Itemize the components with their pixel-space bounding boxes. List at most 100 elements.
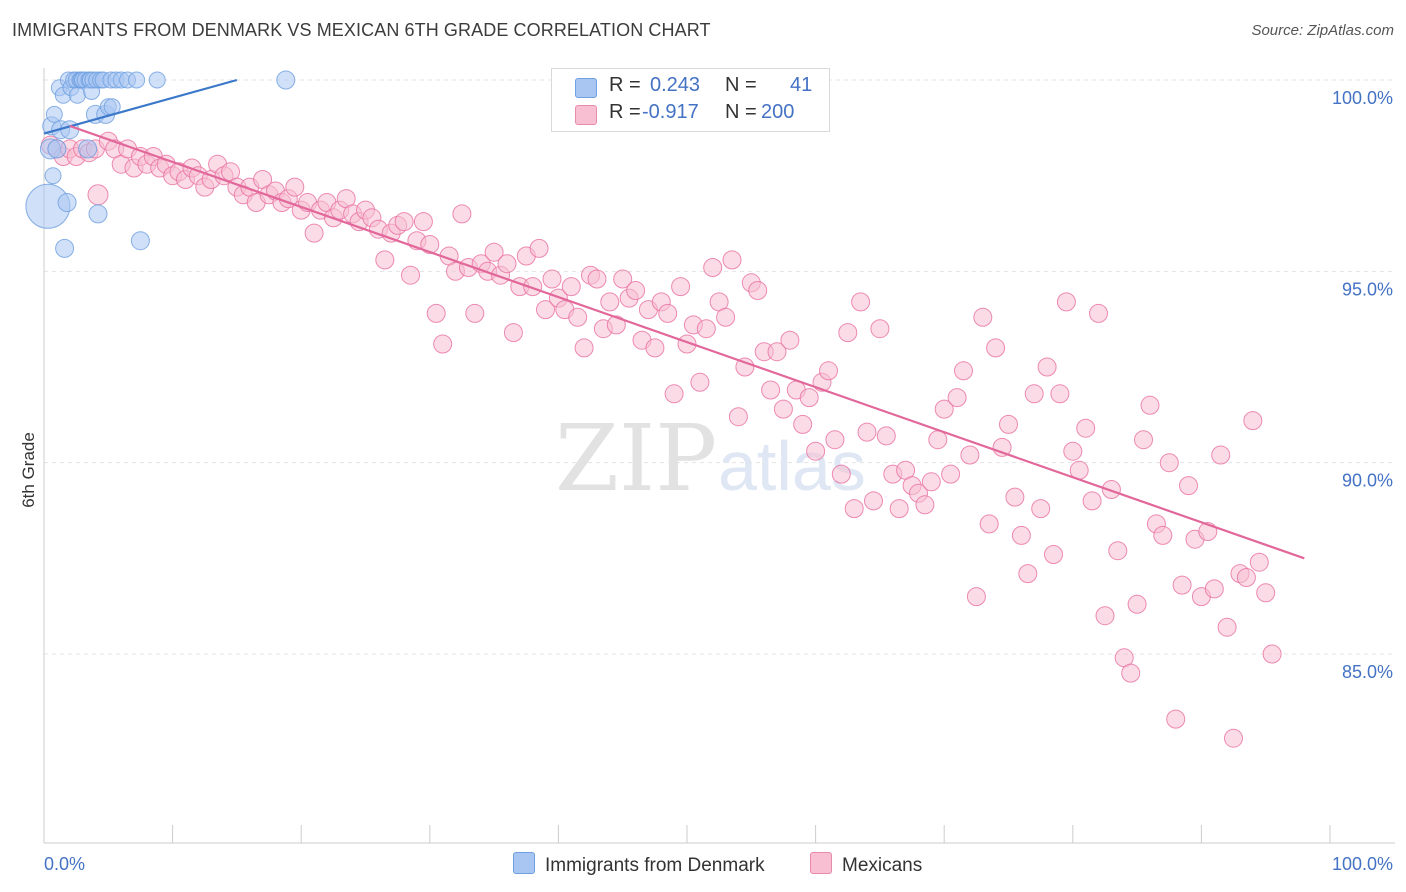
point-mexicans — [1101, 480, 1121, 499]
legend-r-label: R = — [609, 74, 641, 96]
legend-n-value: 41 — [790, 74, 813, 96]
point-mexicans — [561, 277, 581, 297]
y-tick-label: 95.0% — [1342, 279, 1393, 299]
legend-label-denmark: Immigrants from Denmark — [545, 855, 765, 876]
point-mexicans — [420, 235, 440, 254]
point-mexicans — [1037, 357, 1057, 377]
point-mexicans — [1224, 728, 1243, 748]
point-mexicans — [1179, 476, 1198, 496]
legend-swatch-mexicans — [810, 852, 832, 874]
point-mexicans — [529, 238, 549, 258]
point-mexicans — [1249, 552, 1269, 572]
point-mexicans — [606, 315, 626, 335]
y-tick-label: 100.0% — [1332, 88, 1393, 108]
point-mexicans — [1211, 445, 1231, 465]
point-mexicans — [1166, 709, 1186, 729]
point-mexicans — [947, 388, 967, 408]
point-mexicans — [986, 338, 1006, 358]
point-mexicans — [915, 495, 935, 515]
x-axis — [43, 825, 1395, 844]
point-mexicans — [1108, 541, 1128, 561]
watermark-zip: ZIP — [555, 405, 717, 512]
y-tick-label: 90.0% — [1342, 471, 1393, 491]
point-mexicans — [1011, 525, 1031, 545]
point-mexicans — [1217, 617, 1237, 637]
point-mexicans — [838, 323, 858, 343]
point-mexicans — [793, 414, 813, 434]
point-mexicans — [375, 250, 395, 270]
point-mexicans — [401, 265, 420, 285]
point-mexicans — [452, 204, 472, 224]
point-mexicans — [831, 464, 851, 484]
trend-line-denmark — [43, 78, 238, 135]
point-mexicans — [806, 441, 826, 461]
point-mexicans — [857, 422, 877, 442]
point-mexicans — [928, 430, 948, 450]
legend-label-mexicans: Mexicans — [842, 855, 923, 876]
point-denmark — [78, 139, 98, 159]
point-mexicans — [1095, 606, 1115, 626]
point-mexicans — [1159, 453, 1179, 473]
point-mexicans — [722, 250, 742, 270]
point-mexicans — [960, 445, 980, 465]
point-mexicans — [864, 491, 883, 511]
point-denmark — [128, 71, 146, 89]
point-mexicans — [735, 357, 755, 377]
point-mexicans — [613, 269, 633, 289]
point-mexicans — [921, 472, 941, 492]
point-mexicans — [1050, 384, 1070, 404]
point-mexicans — [870, 319, 890, 339]
point-mexicans — [767, 342, 787, 362]
point-mexicans — [941, 464, 961, 484]
point-denmark — [57, 193, 77, 212]
point-denmark — [60, 120, 80, 140]
point-mexicans — [426, 303, 446, 323]
point-mexicans — [645, 338, 665, 358]
point-mexicans — [542, 269, 562, 289]
point-mexicans — [799, 388, 819, 408]
point-mexicans — [484, 242, 504, 262]
point-mexicans — [574, 338, 594, 358]
point-denmark — [276, 70, 296, 90]
point-mexicans — [1089, 303, 1108, 323]
legend-n-label: N = — [725, 74, 757, 96]
point-mexicans — [1153, 525, 1173, 545]
point-denmark — [68, 86, 86, 104]
point-mexicans — [1005, 487, 1025, 507]
point-mexicans — [761, 380, 781, 400]
point-mexicans — [1044, 545, 1063, 564]
point-mexicans — [600, 292, 620, 312]
point-mexicans — [503, 323, 523, 343]
point-mexicans — [1256, 583, 1276, 603]
point-mexicans — [413, 212, 433, 232]
point-mexicans — [1018, 564, 1038, 584]
point-mexicans — [658, 303, 678, 323]
point-mexicans — [1172, 575, 1192, 595]
point-denmark — [44, 167, 62, 185]
point-mexicans — [1204, 579, 1224, 599]
point-mexicans — [1262, 644, 1282, 664]
legend-r-value: -0.917 — [642, 101, 699, 123]
point-mexicans — [851, 292, 871, 312]
point-mexicans — [690, 372, 710, 392]
point-mexicans — [497, 254, 517, 274]
legend-swatch-denmark — [513, 852, 535, 874]
legend-n-value: 200 — [761, 101, 795, 123]
point-mexicans — [1063, 441, 1083, 461]
y-tick-label: 85.0% — [1342, 662, 1393, 682]
trend-line-mexicans — [69, 124, 1305, 560]
point-mexicans — [844, 499, 864, 519]
point-mexicans — [523, 277, 543, 297]
point-mexicans — [1031, 499, 1051, 519]
point-mexicans — [966, 587, 986, 607]
point-mexicans — [934, 399, 954, 419]
point-denmark — [130, 231, 150, 251]
y-tick-labels: 100.0% 95.0% 90.0% 85.0% — [1332, 88, 1393, 682]
point-mexicans — [1121, 663, 1141, 683]
point-mexicans — [728, 407, 748, 427]
legend-n-label: N = — [725, 101, 757, 123]
legend-item-denmark: Immigrants from Denmark — [513, 852, 765, 877]
point-mexicans — [626, 281, 646, 300]
x-tick-labels: 0.0% 100.0% — [44, 854, 1393, 874]
source-label: Source: ZipAtlas.com — [1251, 22, 1394, 39]
